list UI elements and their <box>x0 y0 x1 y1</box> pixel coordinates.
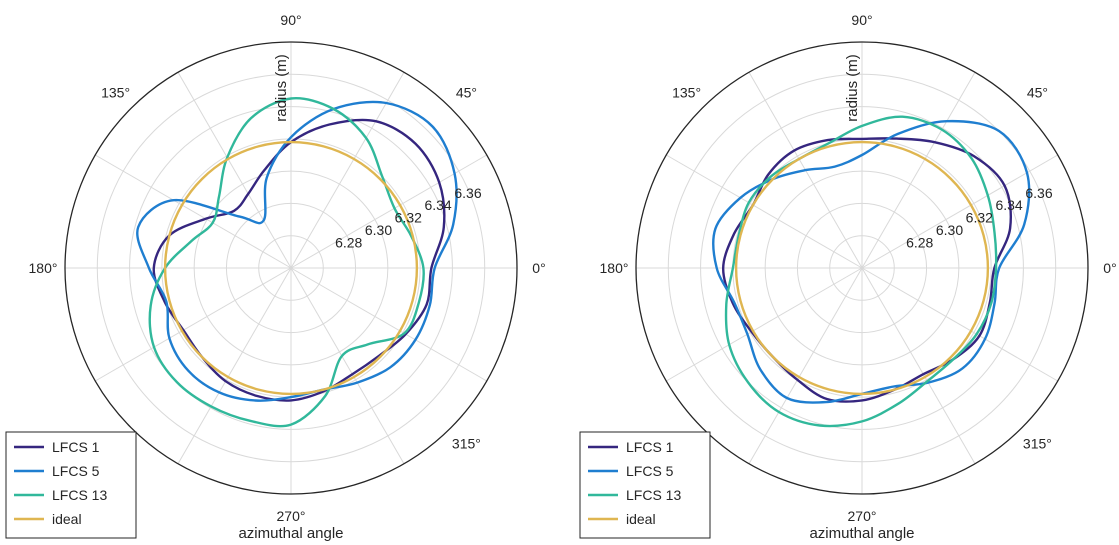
theta-tick-label: 90° <box>851 12 872 28</box>
grid-spoke <box>177 72 292 269</box>
radial-tick-label: 6.30 <box>365 222 392 238</box>
theta-tick-label: 90° <box>280 12 301 28</box>
radius-axis-label: radius (m) <box>844 54 861 122</box>
theta-tick-label: 180° <box>600 260 629 276</box>
grid-spoke <box>290 267 487 382</box>
radial-tick-label: 6.30 <box>936 222 963 238</box>
legend: LFCS 1 LFCS 5 LFCS 13 ideal <box>5 431 137 539</box>
grid-spoke <box>666 154 863 269</box>
polar-grid <box>636 42 1088 494</box>
series-line-lfcs-13 <box>724 115 998 428</box>
legend-label: LFCS 5 <box>52 463 100 479</box>
grid-spoke <box>666 267 863 382</box>
radial-tick-label: 6.36 <box>454 185 481 201</box>
theta-tick-label: 45° <box>456 85 477 101</box>
theta-tick-label: 315° <box>1023 435 1052 451</box>
polar-panel-left: 0° 45° 90° 135° 180° 315° 270° 6.286.306.326.34… <box>5 12 546 542</box>
grid-spoke <box>290 154 487 269</box>
outer-ring <box>635 41 1089 495</box>
legend: LFCS 1 LFCS 5 LFCS 13 ideal <box>579 431 711 539</box>
series-line-lfcs-13 <box>148 97 425 428</box>
theta-tick-label: 135° <box>672 85 701 101</box>
radius-axis-label: radius (m) <box>273 54 290 122</box>
radial-tick-label: 6.34 <box>424 197 451 213</box>
series-line-ideal <box>734 140 990 396</box>
legend-label: ideal <box>626 511 656 527</box>
legend-label: LFCS 13 <box>626 487 681 503</box>
radial-tick-label: 6.28 <box>906 234 933 250</box>
theta-tick-label: 270° <box>277 508 306 524</box>
tick-labels: 0° 45° 90° 135° 180° 315° 270° 6.286.306.326.34… <box>600 12 1117 524</box>
legend-label: LFCS 1 <box>626 439 674 455</box>
legend-box <box>579 431 711 539</box>
series-lines <box>712 115 1031 428</box>
series-line-lfcs-1 <box>721 137 1013 403</box>
series-line-lfcs-5 <box>712 119 1031 404</box>
theta-tick-label: 270° <box>848 508 877 524</box>
theta-tick-label: 0° <box>1103 260 1116 276</box>
grid-spoke <box>290 72 405 269</box>
radial-tick-label: 6.32 <box>966 210 993 226</box>
legend-label: LFCS 13 <box>52 487 107 503</box>
polar-grid <box>65 42 517 494</box>
radial-tick-label: 6.28 <box>335 234 362 250</box>
theta-tick-label: 135° <box>101 85 130 101</box>
outer-ring <box>64 41 518 495</box>
legend-label: LFCS 5 <box>626 463 674 479</box>
theta-tick-label: 0° <box>532 260 545 276</box>
series-line-ideal <box>163 140 419 396</box>
radial-tick-label: 6.36 <box>1025 185 1052 201</box>
theta-tick-label: 45° <box>1027 85 1048 101</box>
theta-tick-label: 315° <box>452 435 481 451</box>
polar-panel-right: 0° 45° 90° 135° 180° 315° 270° 6.286.306.326.34… <box>579 12 1117 542</box>
legend-label: ideal <box>52 511 82 527</box>
grid-spoke <box>177 267 292 464</box>
x-axis-label: azimuthal angle <box>809 525 914 542</box>
tick-labels: 0° 45° 90° 135° 180° 315° 270° 6.286.306.326.34… <box>29 12 546 524</box>
grid-spoke <box>290 267 405 464</box>
legend-box <box>5 431 137 539</box>
x-axis-label: azimuthal angle <box>238 525 343 542</box>
radial-tick-label: 6.32 <box>395 210 422 226</box>
series-line-lfcs-5 <box>136 100 458 402</box>
series-line-lfcs-1 <box>152 118 446 402</box>
theta-tick-label: 180° <box>29 260 58 276</box>
series-lines <box>136 97 458 428</box>
grid-spoke <box>861 154 1058 269</box>
grid-spoke <box>861 267 1058 382</box>
grid-spoke <box>95 154 292 269</box>
radial-tick-label: 6.34 <box>995 197 1022 213</box>
grid-spoke <box>861 267 976 464</box>
grid-spoke <box>748 267 863 464</box>
legend-label: LFCS 1 <box>52 439 100 455</box>
grid-spoke <box>861 72 976 269</box>
grid-spoke <box>95 267 292 382</box>
